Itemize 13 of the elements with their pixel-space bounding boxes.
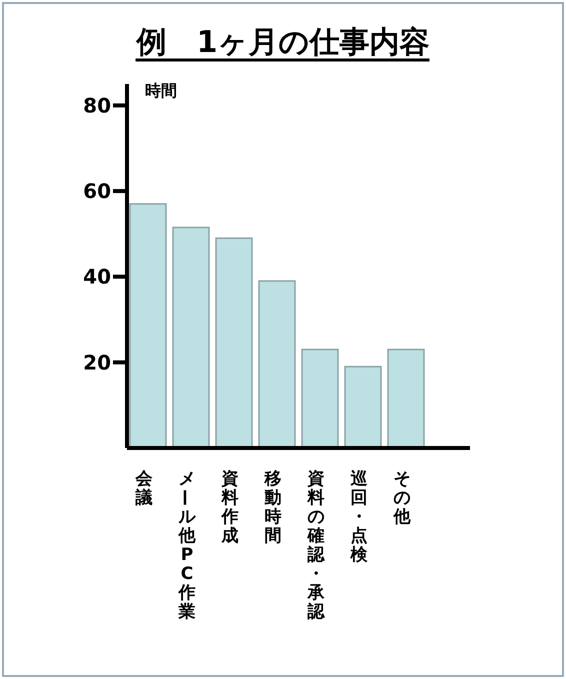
chart-title: 例 1ヶ月の仕事内容	[136, 25, 430, 60]
y-tick-label: 20	[83, 350, 111, 374]
x-tick-label: メール他PC作業	[174, 469, 196, 622]
y-axis-title: 時間	[145, 81, 177, 100]
x-tick-label: 移動時間	[264, 469, 282, 546]
x-tick-label: 資料作成	[220, 469, 238, 546]
y-tick-label: 40	[83, 264, 111, 289]
y-tick-label: 80	[83, 93, 111, 118]
y-tick-label: 60	[83, 179, 111, 204]
x-tick-label: 会議	[134, 469, 154, 508]
x-tick-label: 巡回・点検	[350, 469, 368, 565]
x-tick-label: その他	[392, 469, 412, 527]
x-tick-label: 資料の確認・承認	[306, 469, 326, 622]
